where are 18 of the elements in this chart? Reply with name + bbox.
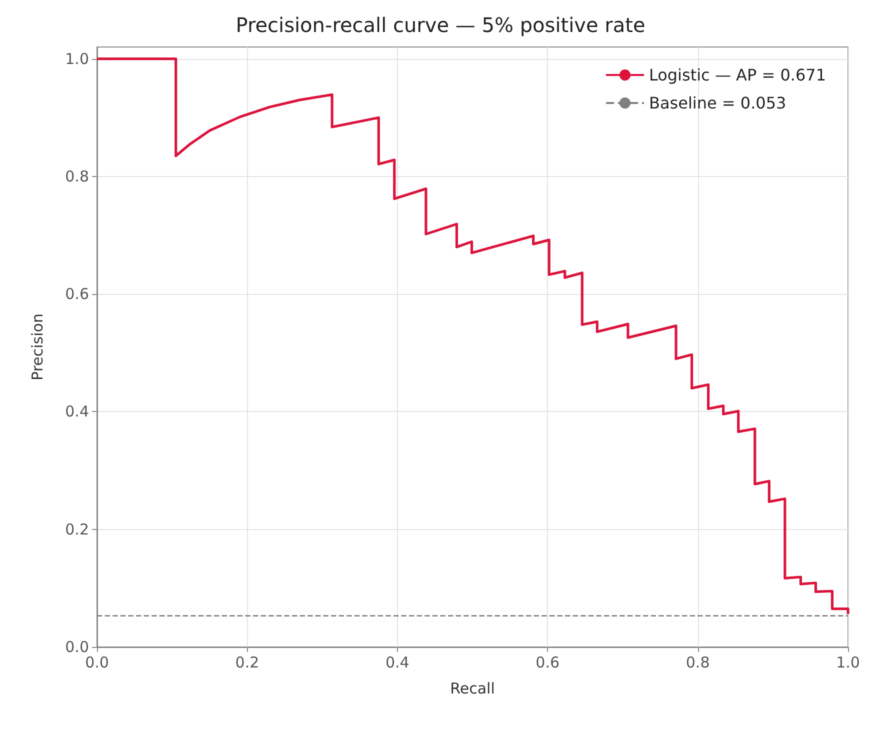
x-tick-label: 0.2 — [235, 654, 260, 672]
y-tick-label: 0.0 — [65, 638, 89, 656]
x-tick-label: 0.0 — [85, 654, 109, 672]
chart-title: Precision-recall curve — 5% positive rate — [236, 13, 646, 37]
y-axis-title: Precision — [28, 314, 46, 380]
x-tick-label: 1.0 — [836, 654, 860, 672]
x-tick-label: 0.4 — [385, 654, 410, 672]
y-tick-label: 0.4 — [65, 402, 89, 421]
y-tick-label: 0.2 — [65, 520, 89, 538]
line-series — [96, 57, 850, 616]
y-tick-label: 1.0 — [65, 50, 89, 68]
y-tick-label: 0.8 — [65, 167, 89, 186]
x-tick-label: 0.6 — [536, 654, 560, 672]
legend-label: Logistic — AP = 0.671 — [648, 66, 826, 84]
x-tick-label: 0.8 — [686, 654, 710, 672]
y-tick-label: 0.6 — [65, 285, 89, 304]
legend-label: Baseline = 0.053 — [648, 94, 786, 112]
x-axis-title: Recall — [450, 680, 495, 698]
